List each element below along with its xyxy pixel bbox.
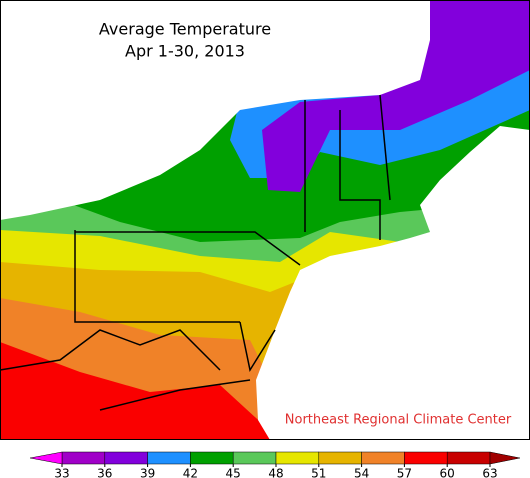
legend-tick-label: 57: [397, 467, 412, 478]
border: [0, 329, 221, 371]
legend-tick-label: 33: [54, 467, 69, 478]
legend-tick-label: 45: [226, 467, 241, 478]
legend-swatch: [404, 451, 448, 465]
legend-arrow-low: [29, 451, 63, 465]
ocean: [256, 126, 530, 440]
border: [239, 321, 276, 372]
legend-tick-label: 42: [183, 467, 198, 478]
map-title: Average Temperature: [99, 20, 271, 39]
legend-arrow-high: [489, 451, 521, 465]
state-borders: [0, 94, 391, 411]
map-subtitle: Apr 1-30, 2013: [125, 42, 245, 61]
border: [99, 379, 251, 411]
legend-tick-label: 63: [482, 467, 497, 478]
legend-swatch: [61, 451, 106, 465]
legend-swatch: [190, 451, 234, 465]
border: [74, 230, 240, 323]
legend-tick-label: 48: [268, 467, 283, 478]
canada-lakes: [0, 0, 430, 220]
legend-swatch: [275, 451, 320, 465]
credit: Northeast Regional Climate Center: [285, 413, 512, 428]
legend-tick-label: 60: [440, 467, 455, 478]
legend-swatch: [318, 451, 362, 465]
legend-swatch: [446, 451, 491, 465]
legend-swatch: [361, 451, 405, 465]
map: [0, 0, 530, 440]
legend-swatch: [104, 451, 148, 465]
border: [75, 231, 301, 266]
legend-tick-label: 51: [311, 467, 326, 478]
legend-swatch: [147, 451, 191, 465]
legend-tick-label: 36: [97, 467, 112, 478]
border: [339, 110, 381, 240]
legend-tick-label: 54: [354, 467, 369, 478]
color-legend: 33 36 39 42 45 48 51 54 57 60 63: [29, 451, 521, 478]
legend-swatch: [232, 451, 277, 465]
legend-tick-label: 39: [140, 467, 155, 478]
zone: [262, 0, 530, 192]
border: [379, 94, 391, 201]
